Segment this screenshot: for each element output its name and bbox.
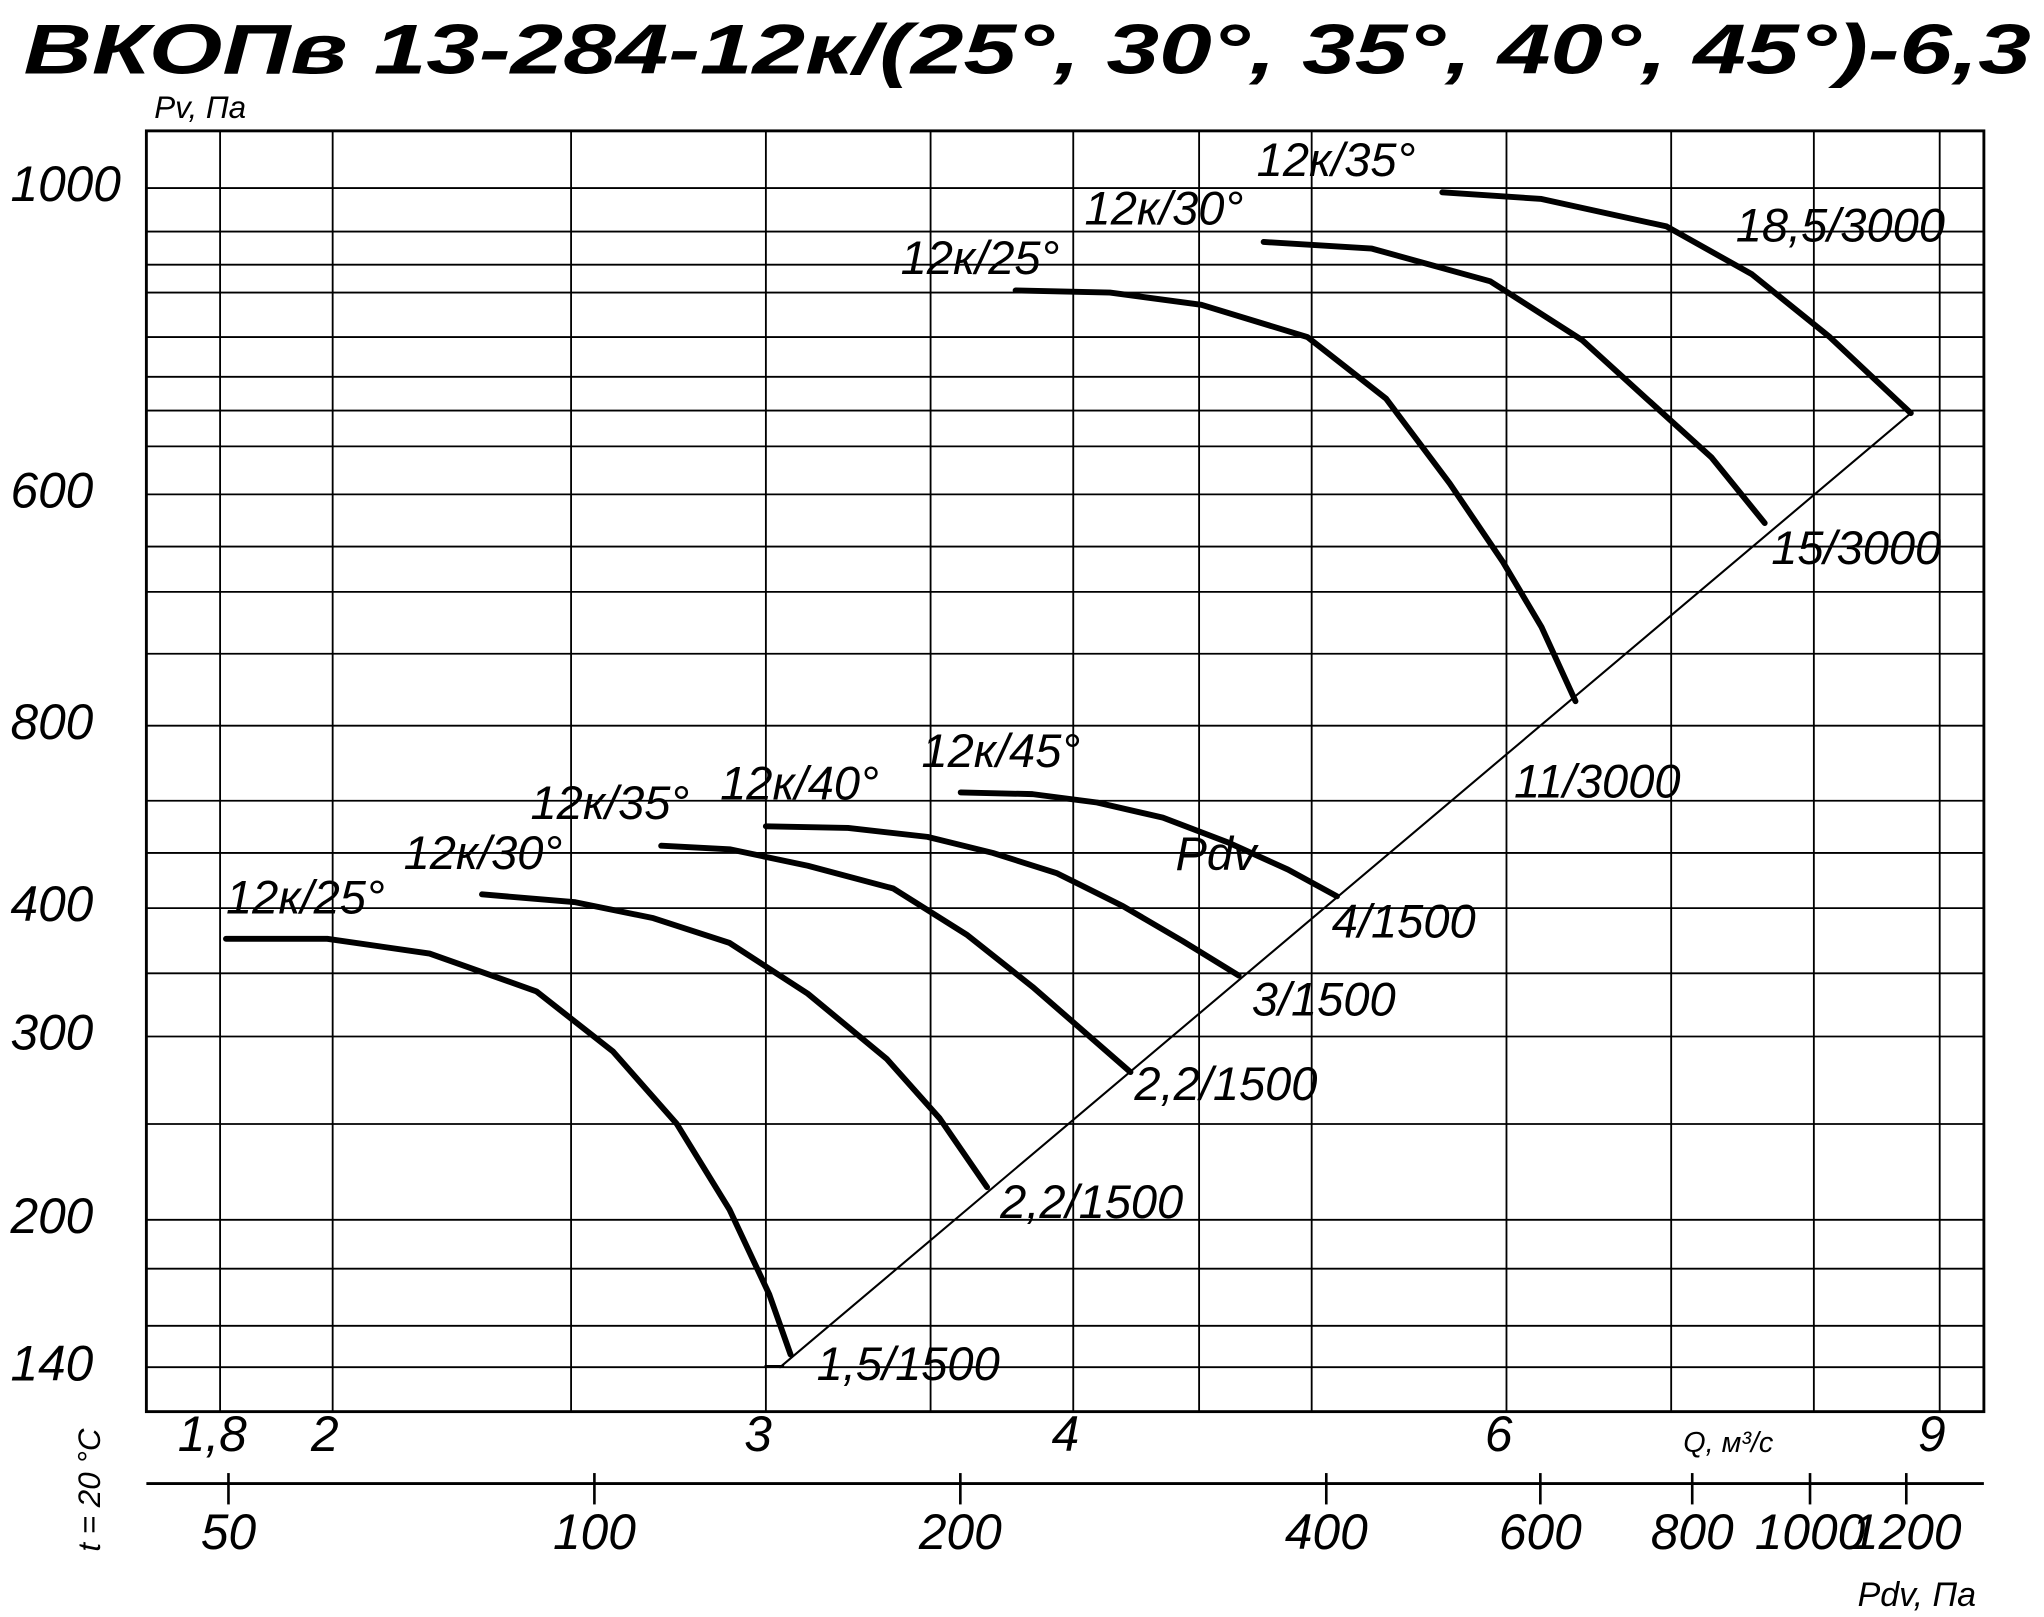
pdv-label: Pdv xyxy=(1176,827,1260,880)
plot-frame xyxy=(144,129,1986,1414)
y-tick-label: 800 xyxy=(10,694,93,750)
x-tick-label: 9 xyxy=(1918,1406,1946,1462)
performance-curve xyxy=(658,842,1134,1076)
performance-curve xyxy=(223,935,794,1358)
power-label: 2,2/1500 xyxy=(999,1175,1183,1228)
power-label: 1,5/1500 xyxy=(817,1337,1000,1390)
performance-curve xyxy=(957,789,1340,900)
x2-tick-label: 800 xyxy=(1651,1504,1734,1560)
power-label: 15/3000 xyxy=(1771,521,1941,574)
x2-tick-label: 400 xyxy=(1285,1504,1368,1560)
curve-label: 12к/25° xyxy=(226,870,385,923)
power-label: 18,5/3000 xyxy=(1736,198,1945,251)
x2-tick-label: 1000 xyxy=(1755,1504,1866,1560)
y-tick-label: 140 xyxy=(10,1335,93,1391)
curve-label: 12к/25° xyxy=(901,231,1060,284)
curve-label: 12к/35° xyxy=(1257,133,1416,186)
x-tick-label: 2 xyxy=(310,1406,339,1462)
x2-axis-label: Pdv, Па xyxy=(1858,1576,1976,1614)
y-tick-label: 200 xyxy=(9,1188,93,1244)
x-tick-label: 1,8 xyxy=(178,1406,247,1462)
y-tick-label: 1000 xyxy=(10,156,121,212)
pdv-line xyxy=(779,412,1912,1369)
performance-curve xyxy=(1260,239,1768,527)
x-tick-label: 6 xyxy=(1485,1406,1513,1462)
performance-curve xyxy=(1439,189,1914,417)
y-tick-label: 300 xyxy=(10,1005,93,1061)
x2-tick-label: 1200 xyxy=(1851,1504,1962,1560)
power-label: 3/1500 xyxy=(1252,972,1396,1025)
performance-curve xyxy=(762,823,1242,979)
temperature-note: t = 20 °C xyxy=(72,1428,107,1552)
power-label: 11/3000 xyxy=(1514,754,1681,807)
y-tick-label: 600 xyxy=(10,463,93,519)
x-tick-label: 4 xyxy=(1052,1406,1080,1462)
curve-label: 12к/35° xyxy=(531,776,690,829)
power-label: 2,2/1500 xyxy=(1133,1057,1317,1110)
chart-title: ВКОПв 13-284-12к/(25°, 30°, 35°, 40°, 45… xyxy=(24,10,2031,89)
y-tick-label: 400 xyxy=(10,876,93,932)
x2-tick-label: 600 xyxy=(1499,1504,1582,1560)
x2-tick-label: 50 xyxy=(201,1504,257,1560)
y-axis-label: Pv, Па xyxy=(154,90,246,125)
curve-label: 12к/40° xyxy=(720,756,879,809)
performance-curve xyxy=(479,891,991,1191)
curve-label: 12к/30° xyxy=(1085,181,1244,234)
x2-tick-label: 100 xyxy=(553,1504,636,1560)
curve-label: 12к/30° xyxy=(404,826,563,879)
performance-curve xyxy=(1012,287,1579,705)
x2-tick-label: 200 xyxy=(918,1504,1002,1560)
curve-label: 12к/45° xyxy=(921,724,1080,777)
power-label: 4/1500 xyxy=(1332,894,1476,947)
x-axis-label: Q, м³/с xyxy=(1683,1427,1774,1459)
x-tick-label: 3 xyxy=(744,1406,772,1462)
